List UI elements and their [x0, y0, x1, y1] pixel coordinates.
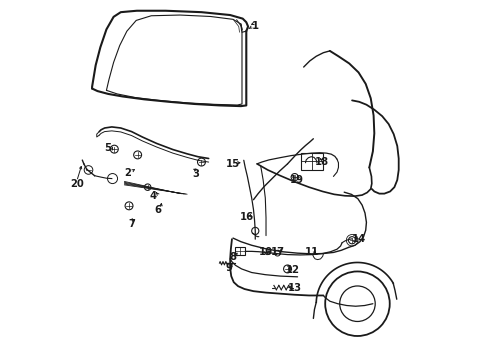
Text: 2: 2: [124, 168, 131, 178]
Text: 19: 19: [289, 175, 303, 185]
Text: 6: 6: [154, 205, 161, 215]
Text: 17: 17: [271, 247, 285, 257]
Text: 5: 5: [104, 143, 111, 153]
Text: 12: 12: [285, 265, 300, 275]
Text: 10: 10: [259, 247, 272, 257]
Text: 18: 18: [314, 157, 328, 167]
Text: 4: 4: [149, 191, 156, 201]
Text: 9: 9: [225, 263, 232, 273]
Text: 8: 8: [229, 252, 236, 262]
Text: 13: 13: [287, 283, 301, 293]
Text: 7: 7: [128, 219, 135, 229]
Text: 20: 20: [70, 179, 83, 189]
Text: 16: 16: [240, 212, 254, 221]
Text: 3: 3: [192, 168, 199, 179]
Text: 11: 11: [304, 247, 318, 257]
Text: 14: 14: [351, 234, 366, 244]
Text: 1: 1: [251, 21, 258, 31]
Text: 15: 15: [225, 159, 240, 169]
